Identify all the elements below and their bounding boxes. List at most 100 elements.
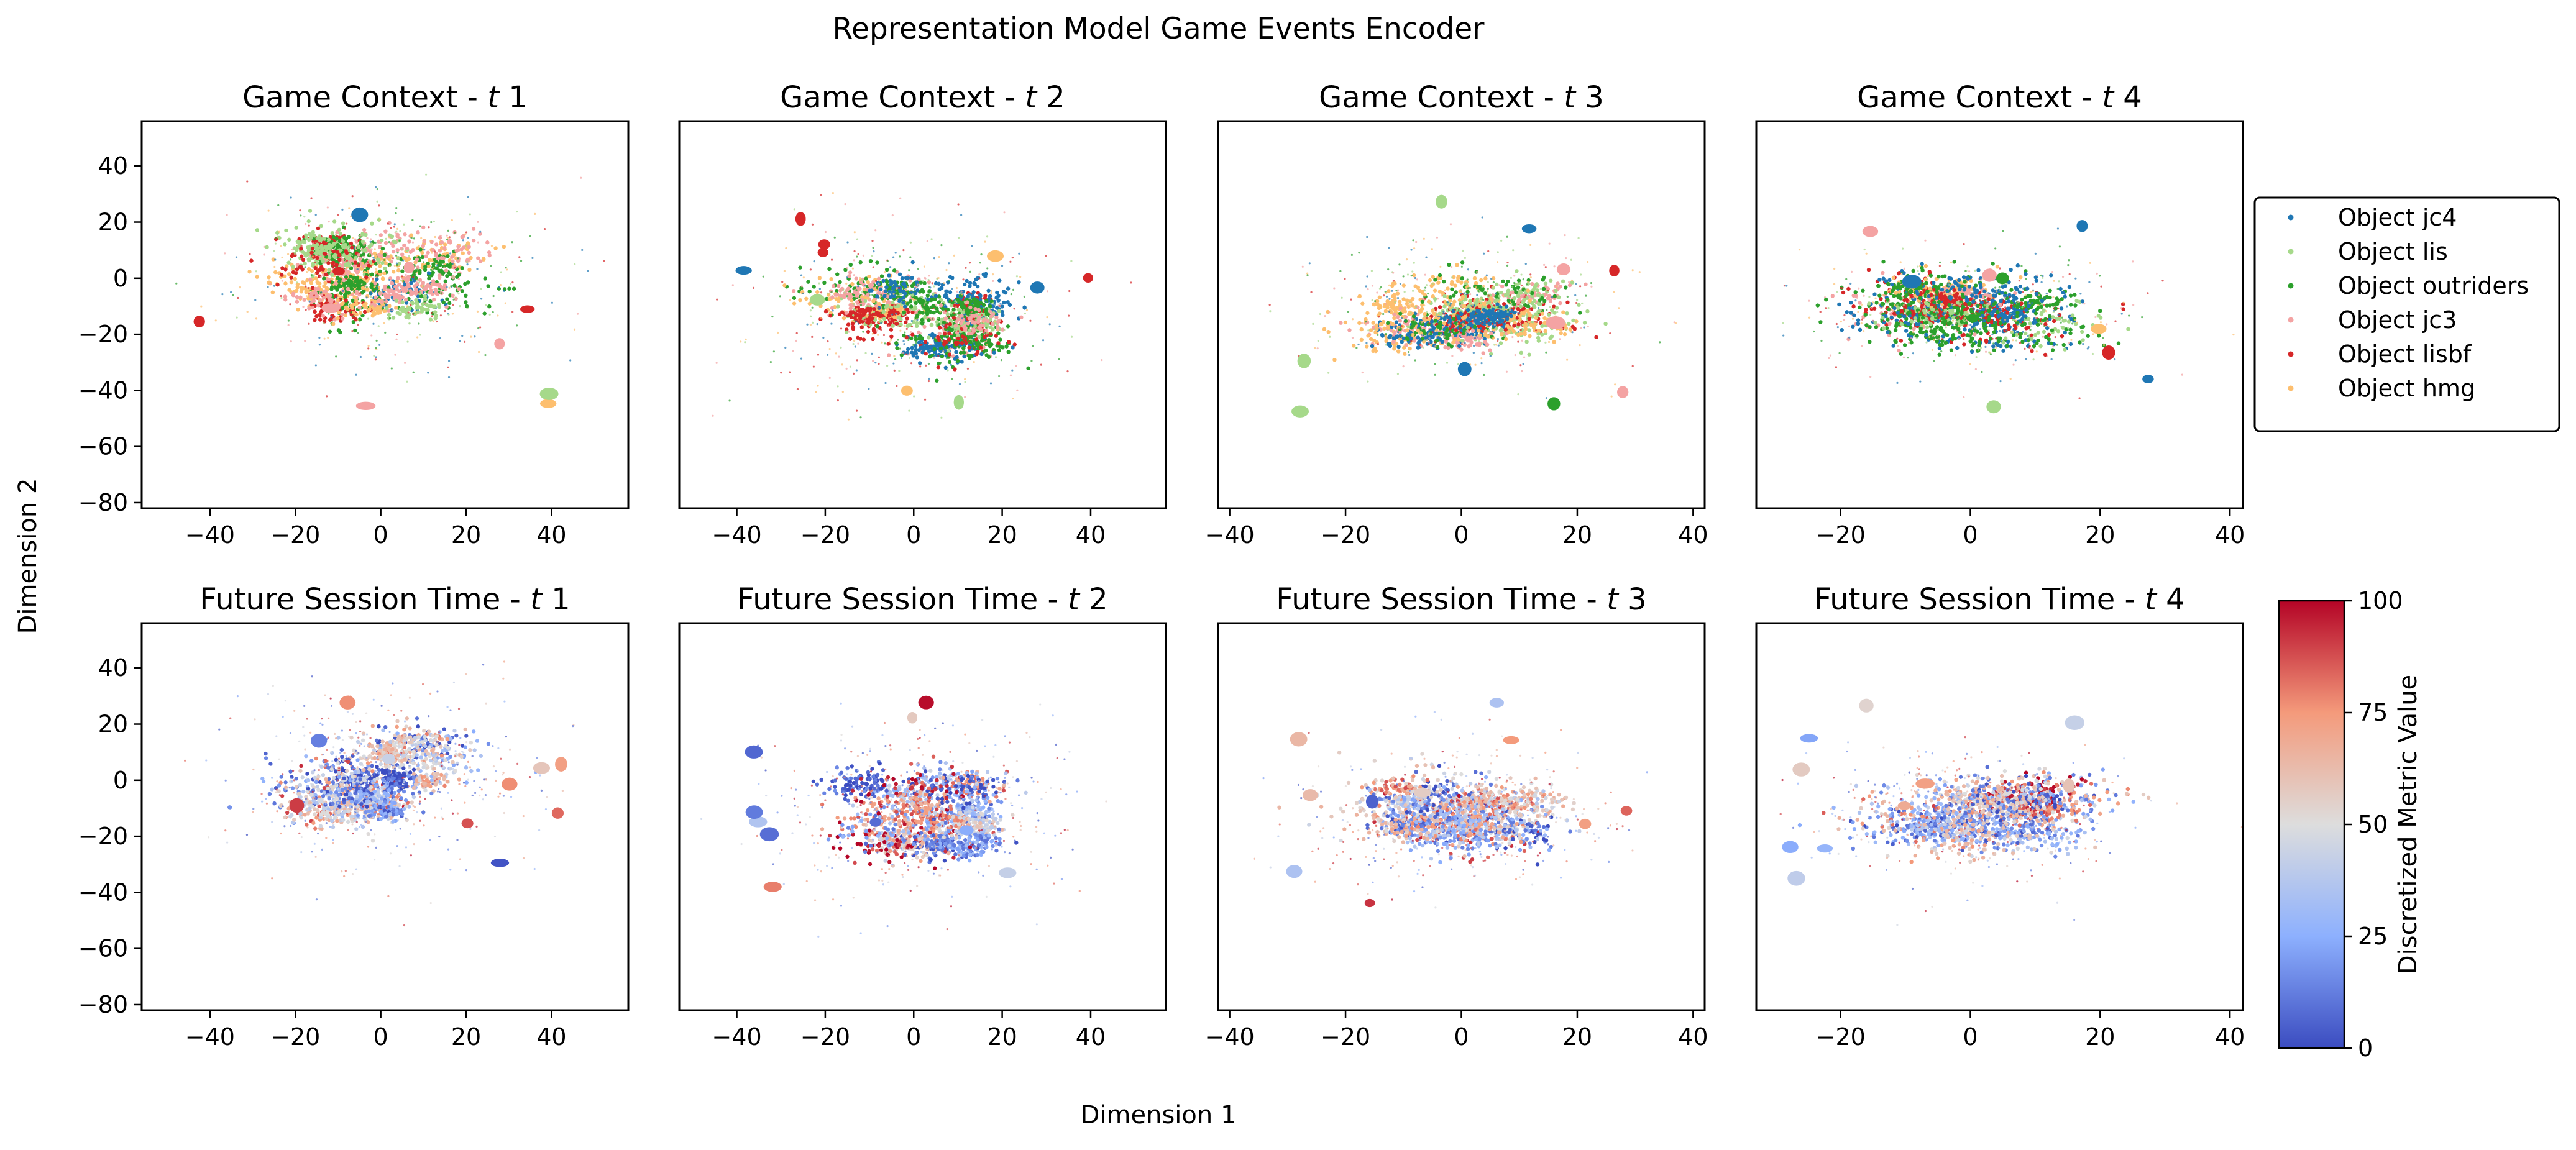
scatter-point <box>802 276 805 279</box>
scatter-cluster <box>193 316 205 327</box>
scatter-point <box>996 334 998 337</box>
scatter-point <box>962 309 965 311</box>
scatter-point <box>447 313 450 316</box>
scatter-point <box>1503 293 1508 298</box>
scatter-point <box>901 295 906 299</box>
scatter-point <box>418 245 420 247</box>
scatter-point <box>499 283 502 286</box>
scatter-point <box>812 285 816 289</box>
scatter-point <box>326 237 331 242</box>
scatter-point <box>330 316 332 319</box>
scatter-point <box>406 278 410 282</box>
scatter-point <box>362 244 365 246</box>
scatter-point <box>356 244 361 249</box>
scatter-point <box>971 327 976 332</box>
scatter-point <box>827 292 829 294</box>
scatter-point <box>357 243 360 245</box>
scatter-point <box>978 293 983 298</box>
scatter-point <box>474 335 476 338</box>
scatter-point <box>477 350 480 354</box>
scatter-point <box>1489 331 1493 335</box>
scatter-point <box>380 299 384 304</box>
scatter-point <box>300 250 305 254</box>
scatter-point <box>249 258 254 263</box>
scatter-point <box>966 367 969 370</box>
scatter-point <box>878 356 880 358</box>
scatter-point <box>305 222 307 226</box>
scatter-point <box>883 289 888 293</box>
scatter-point <box>428 226 430 229</box>
scatter-point <box>1386 321 1390 326</box>
scatter-point <box>407 239 411 244</box>
scatter-point <box>488 313 491 316</box>
scatter-point <box>375 276 378 278</box>
scatter-point <box>356 263 361 267</box>
scatter-point <box>964 381 966 383</box>
scatter-point <box>822 336 825 339</box>
scatter-point <box>909 256 912 258</box>
scatter-point <box>249 253 251 255</box>
scatter-point <box>383 229 388 234</box>
scatter-point <box>958 314 960 316</box>
scatter-point <box>365 287 370 291</box>
scatter-point <box>867 314 869 317</box>
scatter-point <box>370 301 373 304</box>
scatter-point <box>295 299 300 304</box>
scatter-point <box>852 343 855 345</box>
scatter-point <box>925 293 930 298</box>
scatter-point <box>1495 282 1499 287</box>
scatter-point <box>353 260 358 265</box>
scatter-point <box>859 299 861 301</box>
scatter-point <box>300 214 302 217</box>
scatter-point <box>279 245 282 247</box>
scatter-point <box>429 268 433 271</box>
scatter-point <box>1411 323 1416 328</box>
scatter-point <box>431 304 436 309</box>
scatter-point <box>855 409 858 412</box>
scatter-point <box>338 330 342 335</box>
scatter-point <box>390 294 393 297</box>
scatter-point <box>871 255 873 257</box>
scatter-point <box>395 248 400 252</box>
scatter-point <box>418 291 420 293</box>
scatter-point <box>1446 286 1450 291</box>
panel-title-num: 2 <box>1037 80 1065 115</box>
scatter-point <box>200 305 203 308</box>
scatter-point <box>370 334 373 337</box>
scatter-point <box>769 361 772 363</box>
scatter-point <box>498 286 500 288</box>
scatter-point <box>916 283 919 286</box>
scatter-point <box>800 357 803 360</box>
scatter-point <box>351 298 355 303</box>
scatter-point <box>330 253 332 256</box>
scatter-point <box>914 304 916 307</box>
scatter-point <box>1406 337 1410 342</box>
scatter-point <box>236 316 238 319</box>
scatter-point <box>830 291 833 293</box>
scatter-point <box>928 377 930 380</box>
scatter-point <box>863 285 866 287</box>
scatter-point <box>1405 328 1409 332</box>
scatter-point <box>947 369 949 372</box>
scatter-point <box>328 221 330 223</box>
scatter-point <box>1577 303 1581 307</box>
scatter-point <box>312 294 316 299</box>
scatter-point <box>485 240 490 245</box>
scatter-point <box>975 284 980 289</box>
scatter-point <box>986 288 991 293</box>
scatter-point <box>1430 319 1434 324</box>
scatter-point <box>441 300 446 304</box>
scatter-point <box>840 346 842 349</box>
scatter-point <box>401 255 406 260</box>
scatter-point <box>340 313 344 317</box>
scatter-point <box>904 276 909 280</box>
scatter-point <box>304 290 308 294</box>
scatter-point <box>280 294 282 298</box>
x-tick-label: 0 <box>374 521 388 549</box>
scatter-point <box>889 334 894 339</box>
scatter-point <box>1523 331 1527 335</box>
scatter-point <box>436 302 441 307</box>
scatter-point <box>299 290 304 294</box>
scatter-point <box>1390 322 1395 326</box>
scatter-point <box>922 280 924 283</box>
